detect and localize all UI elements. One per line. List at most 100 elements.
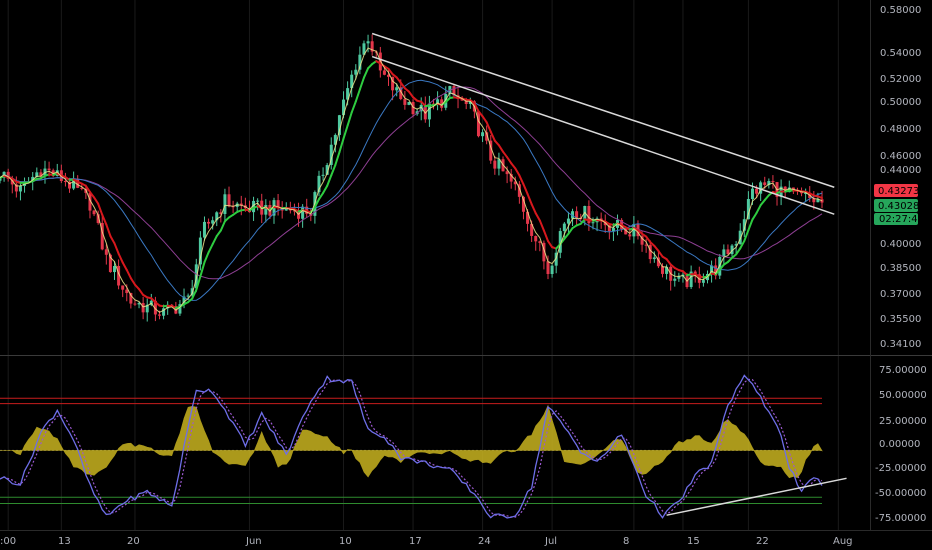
price-tick: 0.34100 [880,339,921,350]
ema-segment [542,229,549,243]
candle-body [763,182,767,186]
oscillator-pane[interactable] [0,374,847,519]
ema-segment [203,251,210,264]
candle-body [411,102,415,115]
candle-body [321,174,325,176]
ema-segment [530,203,537,215]
candle-body [722,249,726,257]
candle-body [276,200,280,208]
ema-fast-line [0,47,823,313]
ema-segment [326,174,333,187]
time-tick: 24 [478,536,491,547]
candle-body [370,41,374,52]
ema-segment [755,204,762,214]
candle-body [440,99,444,108]
candle-body [153,300,157,315]
ema-segment [93,196,100,205]
ema-segment [526,192,533,206]
ema-segment [362,67,370,79]
price-trendlines[interactable] [371,32,835,215]
price-tick: 0.46000 [880,151,921,162]
ema-segment [219,220,226,232]
time-axis[interactable]: :00 13 20 Jun 10 17 24 Jul 8 15 22 Aug [0,536,853,547]
candle-body [632,223,636,237]
oscillator-axis[interactable]: 75.00000 50.00000 25.00000 0.00000 -25.0… [875,365,927,524]
candle-body [485,132,489,141]
candle-body [571,211,575,219]
candle-body [530,223,534,236]
candle-body [759,182,763,194]
candle-body [227,194,231,207]
candle-body [542,242,546,262]
oscillator-trendline[interactable] [666,477,847,516]
candle-body [162,308,166,316]
ema-segment [555,243,562,250]
ema-segment [322,184,329,195]
candle-body [264,205,268,215]
candle-body [292,210,296,212]
candle-body [648,245,652,260]
ema-segment [334,151,341,166]
candle-body [476,111,480,137]
ema-segment [473,102,480,113]
candle-body [767,181,771,186]
ema-segment [97,202,104,216]
candle-body [39,172,43,177]
oscillator-tick: 25.00000 [879,416,927,427]
candle-body [68,181,72,189]
ema-segment [199,261,206,278]
candle-body [317,175,321,193]
ema-segment [538,219,545,232]
candle-body [513,181,517,185]
time-tick: Jul [544,536,557,547]
candle-body [366,41,370,44]
ema-segment [816,195,823,199]
ema-segment [763,194,770,202]
ema-segment [718,263,725,271]
ema-segment [338,137,345,154]
candle-body [211,220,215,224]
ema-segment [407,90,415,99]
ema-segment [354,88,361,103]
price-trendline[interactable] [371,32,835,188]
price-trendline[interactable] [371,55,835,215]
candle-body [325,165,329,175]
oscillator-trendline-line[interactable] [666,477,847,516]
time-tick: 17 [409,536,422,547]
candle-body [423,104,427,120]
candle-body [644,244,648,246]
ema-segment [399,81,406,90]
candle-body [558,231,562,253]
candle-body [215,212,219,221]
ema-segment [759,199,766,207]
candle-body [673,278,677,281]
ema-segment [518,174,525,186]
ema-segment [747,218,754,232]
ema-segment [514,167,521,177]
price-axis[interactable]: 0.58000 0.54000 0.52000 0.50000 0.48000 … [874,5,924,350]
candle-body [407,102,411,105]
time-tick: 13 [58,536,71,547]
candle-body [562,223,566,232]
candle-body [550,265,554,275]
ema-segment [497,144,505,153]
candle-body [333,134,337,145]
candle-body [489,140,493,161]
price-pane[interactable] [0,32,835,322]
ema-segment [579,218,586,225]
candle-body [665,266,669,274]
ema-segment [84,184,91,193]
candle-body [517,184,521,197]
time-tick: Jun [245,536,262,547]
price-tick: 0.58000 [880,5,921,16]
oscillator-histogram [0,404,823,479]
ema-segment [330,163,337,177]
candle-body [656,257,660,267]
candle-body [493,160,497,169]
candle-body [431,103,435,105]
oscillator-lines [0,374,823,519]
candle-body [771,181,775,183]
candle-body [157,314,161,316]
oscillator-tick: 75.00000 [879,365,927,376]
